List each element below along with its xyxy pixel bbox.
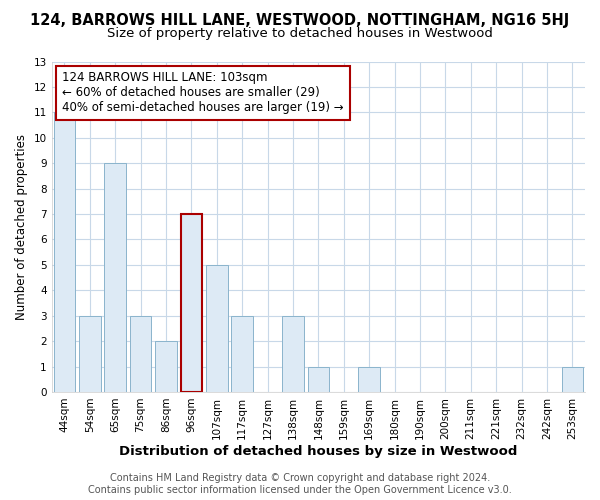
Text: Contains HM Land Registry data © Crown copyright and database right 2024.
Contai: Contains HM Land Registry data © Crown c… xyxy=(88,474,512,495)
Bar xyxy=(130,316,151,392)
Bar xyxy=(79,316,101,392)
Bar xyxy=(232,316,253,392)
Text: 124, BARROWS HILL LANE, WESTWOOD, NOTTINGHAM, NG16 5HJ: 124, BARROWS HILL LANE, WESTWOOD, NOTTIN… xyxy=(31,12,569,28)
Bar xyxy=(358,366,380,392)
Bar xyxy=(206,265,227,392)
Text: 124 BARROWS HILL LANE: 103sqm
← 60% of detached houses are smaller (29)
40% of s: 124 BARROWS HILL LANE: 103sqm ← 60% of d… xyxy=(62,72,344,114)
Y-axis label: Number of detached properties: Number of detached properties xyxy=(15,134,28,320)
Bar xyxy=(155,341,177,392)
X-axis label: Distribution of detached houses by size in Westwood: Distribution of detached houses by size … xyxy=(119,444,518,458)
Bar xyxy=(308,366,329,392)
Bar xyxy=(181,214,202,392)
Bar xyxy=(282,316,304,392)
Bar xyxy=(104,163,126,392)
Bar xyxy=(53,112,75,392)
Bar xyxy=(562,366,583,392)
Text: Size of property relative to detached houses in Westwood: Size of property relative to detached ho… xyxy=(107,28,493,40)
